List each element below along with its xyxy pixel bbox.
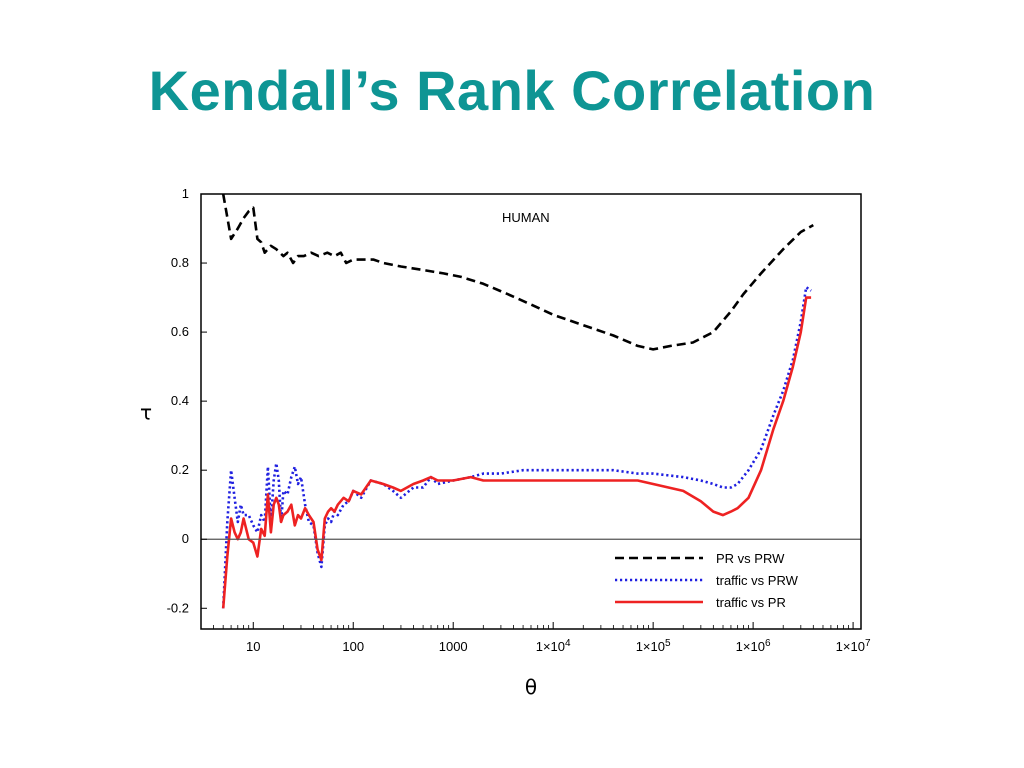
y-axis-title: τ [140, 401, 152, 425]
axis-tick-labels: -0.2 0 0.2 0.4 0.6 0.8 1 10 100 1000 1×104 1×105 1×1… [167, 186, 871, 654]
y-tick-label: 0.4 [171, 393, 189, 408]
axis-ticks [200, 193, 854, 629]
y-tick-label: 1 [182, 186, 189, 201]
y-tick-label: 0.2 [171, 462, 189, 477]
legend-label-3: traffic vs PR [716, 595, 786, 610]
slide-title: Kendall’s Rank Correlation [148, 59, 876, 122]
chart-legend: PR vs PRW traffic vs PRW traffic vs PR [615, 551, 799, 610]
legend-label-2: traffic vs PRW [716, 573, 799, 588]
x-tick-label: 100 [342, 639, 364, 654]
x-tick-label: 1×104 [536, 638, 571, 654]
x-tick-label: 1×106 [736, 638, 771, 654]
series-line-1 [221, 193, 814, 351]
series-line-2 [221, 285, 812, 609]
x-tick-label: 10 [246, 639, 260, 654]
legend-label-1: PR vs PRW [716, 551, 785, 566]
x-tick-label: 1000 [439, 639, 468, 654]
x-tick-label: 1×107 [836, 638, 871, 654]
y-tick-label: 0.8 [171, 255, 189, 270]
y-tick-label: 0 [182, 531, 189, 546]
series-line-3 [221, 296, 812, 609]
x-tick-label: 1×105 [636, 638, 671, 654]
series-lines [221, 193, 814, 609]
chart-annotation: HUMAN [502, 210, 550, 225]
y-tick-label: 0.6 [171, 324, 189, 339]
x-axis-title: θ [525, 675, 537, 699]
y-tick-label: -0.2 [167, 600, 189, 615]
